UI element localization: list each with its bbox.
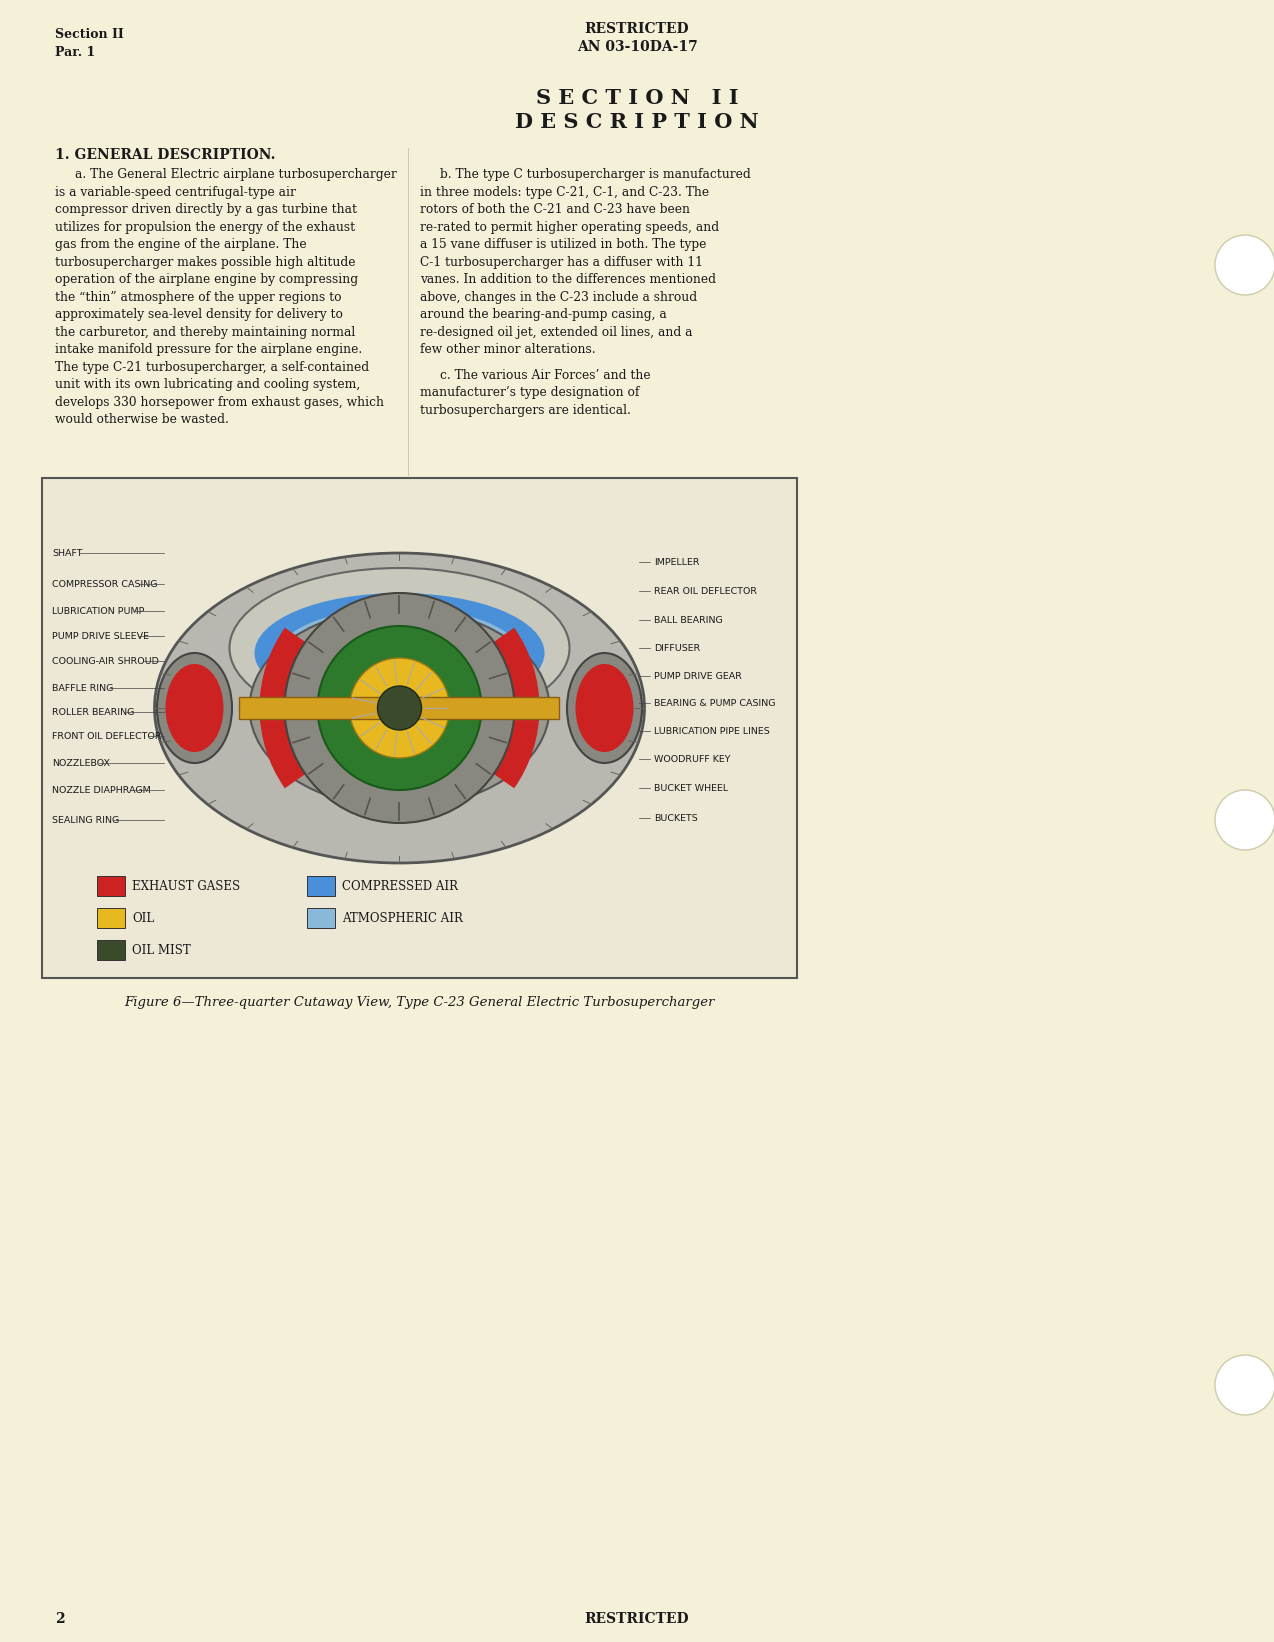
Text: SHAFT: SHAFT (52, 548, 83, 558)
Text: RESTRICTED: RESTRICTED (585, 21, 689, 36)
Text: COMPRESSOR CASING: COMPRESSOR CASING (52, 580, 158, 588)
Text: PUMP DRIVE GEAR: PUMP DRIVE GEAR (655, 672, 743, 680)
Text: gas from the engine of the airplane. The: gas from the engine of the airplane. The (55, 238, 307, 251)
Text: RESTRICTED: RESTRICTED (585, 1612, 689, 1626)
Ellipse shape (279, 608, 520, 698)
Text: c. The various Air Forces’ and the: c. The various Air Forces’ and the (440, 368, 651, 381)
Text: re-rated to permit higher operating speeds, and: re-rated to permit higher operating spee… (420, 220, 719, 233)
Ellipse shape (154, 553, 645, 864)
Text: COOLING-AIR SHROUD: COOLING-AIR SHROUD (52, 657, 159, 665)
Text: WOODRUFF KEY: WOODRUFF KEY (655, 755, 731, 764)
Text: OIL: OIL (132, 911, 154, 924)
Text: is a variable-speed centrifugal-type air: is a variable-speed centrifugal-type air (55, 186, 296, 199)
Text: PUMP DRIVE SLEEVE: PUMP DRIVE SLEEVE (52, 632, 149, 640)
Circle shape (349, 658, 450, 759)
Ellipse shape (255, 593, 544, 713)
Text: few other minor alterations.: few other minor alterations. (420, 343, 596, 356)
Text: around the bearing-and-pump casing, a: around the bearing-and-pump casing, a (420, 309, 666, 320)
Text: turbosuperchargers are identical.: turbosuperchargers are identical. (420, 404, 631, 417)
Text: BEARING & PUMP CASING: BEARING & PUMP CASING (655, 698, 776, 708)
Text: the carburetor, and thereby maintaining normal: the carburetor, and thereby maintaining … (55, 325, 355, 338)
Bar (97, 939, 125, 961)
Circle shape (284, 593, 515, 823)
Text: compressor driven directly by a gas turbine that: compressor driven directly by a gas turb… (55, 204, 357, 217)
Wedge shape (260, 627, 400, 788)
Bar (307, 908, 335, 928)
Text: BALL BEARING: BALL BEARING (655, 616, 724, 624)
Text: in three models: type C-21, C-1, and C-23. The: in three models: type C-21, C-1, and C-2… (420, 186, 710, 199)
Bar (97, 908, 125, 928)
Text: above, changes in the C-23 include a shroud: above, changes in the C-23 include a shr… (420, 291, 697, 304)
Text: the “thin” atmosphere of the upper regions to: the “thin” atmosphere of the upper regio… (55, 291, 341, 304)
Text: operation of the airplane engine by compressing: operation of the airplane engine by comp… (55, 273, 358, 286)
Ellipse shape (576, 663, 633, 752)
Bar (240, 696, 559, 719)
Text: REAR OIL DEFLECTOR: REAR OIL DEFLECTOR (655, 586, 758, 596)
Text: intake manifold pressure for the airplane engine.: intake manifold pressure for the airplan… (55, 343, 362, 356)
Bar (307, 875, 335, 897)
Text: The type C-21 turbosupercharger, a self-contained: The type C-21 turbosupercharger, a self-… (55, 361, 369, 373)
Circle shape (377, 686, 422, 731)
Text: DIFFUSER: DIFFUSER (655, 644, 701, 652)
Ellipse shape (157, 654, 232, 764)
Text: 2: 2 (55, 1612, 65, 1626)
Text: develops 330 horsepower from exhaust gases, which: develops 330 horsepower from exhaust gas… (55, 396, 383, 409)
Text: D E S C R I P T I O N: D E S C R I P T I O N (515, 112, 759, 131)
Text: a 15 vane diffuser is utilized in both. The type: a 15 vane diffuser is utilized in both. … (420, 238, 706, 251)
Text: ATMOSPHERIC AIR: ATMOSPHERIC AIR (341, 911, 462, 924)
Text: BUCKETS: BUCKETS (655, 813, 698, 823)
Text: BAFFLE RING: BAFFLE RING (52, 683, 113, 693)
Text: manufacturer’s type designation of: manufacturer’s type designation of (420, 386, 640, 399)
Text: OIL MIST: OIL MIST (132, 944, 191, 957)
Text: utilizes for propulsion the energy of the exhaust: utilizes for propulsion the energy of th… (55, 220, 355, 233)
Text: AN 03-10DA-17: AN 03-10DA-17 (577, 39, 697, 54)
Text: C-1 turbosupercharger has a diffuser with 11: C-1 turbosupercharger has a diffuser wit… (420, 256, 703, 269)
Ellipse shape (250, 608, 549, 808)
Text: a. The General Electric airplane turbosupercharger: a. The General Electric airplane turbosu… (75, 167, 396, 181)
Text: ROLLER BEARING: ROLLER BEARING (52, 708, 134, 716)
Text: Figure 6—Three-quarter Cutaway View, Type C-23 General Electric Turbosupercharge: Figure 6—Three-quarter Cutaway View, Typ… (125, 997, 715, 1008)
Text: BUCKET WHEEL: BUCKET WHEEL (655, 783, 729, 793)
Text: S E C T I O N   I I: S E C T I O N I I (535, 89, 739, 108)
Wedge shape (400, 627, 539, 788)
Text: turbosupercharger makes possible high altitude: turbosupercharger makes possible high al… (55, 256, 355, 269)
Ellipse shape (567, 654, 642, 764)
Text: NOZZLE DIAPHRAGM: NOZZLE DIAPHRAGM (52, 785, 150, 795)
Text: Section II: Section II (55, 28, 124, 41)
Circle shape (1215, 1355, 1274, 1415)
Ellipse shape (229, 568, 569, 727)
Circle shape (317, 626, 482, 790)
Text: vanes. In addition to the differences mentioned: vanes. In addition to the differences me… (420, 273, 716, 286)
Text: IMPELLER: IMPELLER (655, 558, 699, 566)
Circle shape (1215, 790, 1274, 851)
Text: Par. 1: Par. 1 (55, 46, 96, 59)
Bar (97, 875, 125, 897)
Text: would otherwise be wasted.: would otherwise be wasted. (55, 414, 229, 425)
Bar (42, 478, 798, 979)
Text: b. The type C turbosupercharger is manufactured: b. The type C turbosupercharger is manuf… (440, 167, 750, 181)
Text: LUBRICATION PIPE LINES: LUBRICATION PIPE LINES (655, 726, 771, 736)
Text: approximately sea-level density for delivery to: approximately sea-level density for deli… (55, 309, 343, 320)
Text: re-designed oil jet, extended oil lines, and a: re-designed oil jet, extended oil lines,… (420, 325, 693, 338)
Ellipse shape (166, 663, 223, 752)
Text: rotors of both the C-21 and C-23 have been: rotors of both the C-21 and C-23 have be… (420, 204, 691, 217)
Text: LUBRICATION PUMP: LUBRICATION PUMP (52, 606, 144, 616)
Text: NOZZLEBOX: NOZZLEBOX (52, 759, 110, 767)
Text: SEALING RING: SEALING RING (52, 816, 120, 824)
Text: EXHAUST GASES: EXHAUST GASES (132, 880, 240, 893)
Text: FRONT OIL DEFLECTOR: FRONT OIL DEFLECTOR (52, 731, 162, 741)
Circle shape (1215, 235, 1274, 296)
Text: 1. GENERAL DESCRIPTION.: 1. GENERAL DESCRIPTION. (55, 148, 275, 163)
Text: unit with its own lubricating and cooling system,: unit with its own lubricating and coolin… (55, 378, 361, 391)
Text: COMPRESSED AIR: COMPRESSED AIR (341, 880, 457, 893)
